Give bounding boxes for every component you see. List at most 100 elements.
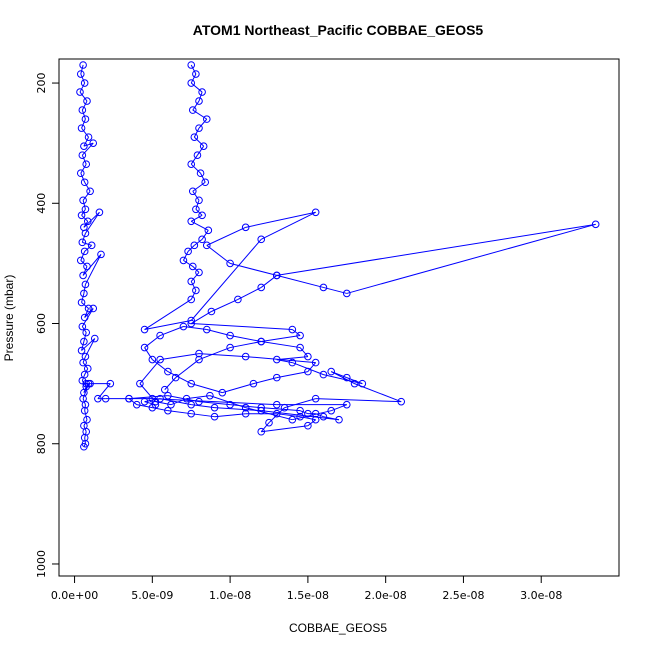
data-point <box>77 298 86 307</box>
y-tick-label: 600 <box>35 313 48 334</box>
data-point <box>77 124 86 132</box>
data-point <box>199 142 208 150</box>
data-point <box>87 241 96 250</box>
series-line-segment <box>237 286 262 300</box>
data-point <box>80 442 88 451</box>
data-point <box>241 409 250 418</box>
series-line-segment <box>85 212 100 234</box>
data-point <box>77 346 86 355</box>
data-point <box>125 394 133 403</box>
data-point <box>272 373 281 382</box>
data-point <box>188 262 197 271</box>
data-point <box>187 79 196 87</box>
data-point <box>86 379 94 388</box>
chart-title: ATOM1 Northeast_Pacific COBBAE_GEOS5 <box>193 22 484 38</box>
series-line-segment <box>307 362 317 372</box>
data-point <box>397 397 406 406</box>
data-point <box>304 352 312 361</box>
y-tick-label: 1000 <box>35 550 48 578</box>
data-point <box>76 88 84 96</box>
data-point <box>179 256 188 265</box>
series-line-segment <box>245 356 316 364</box>
series-line-segment <box>82 241 92 246</box>
data-point <box>80 313 89 322</box>
series-line-segment <box>81 302 89 309</box>
data-point <box>187 277 196 286</box>
series-line-segment <box>84 244 92 252</box>
series-line-segment <box>182 251 189 261</box>
data-point <box>241 352 250 361</box>
series-line-segment <box>261 341 301 349</box>
data-point <box>79 271 87 280</box>
data-point <box>202 115 211 123</box>
data-point <box>184 247 192 256</box>
series-line-segment <box>183 259 194 267</box>
y-tick-label: 200 <box>35 73 48 94</box>
data-point <box>272 409 281 418</box>
data-point <box>187 217 196 226</box>
series-line-segment <box>84 254 102 285</box>
data-point <box>90 334 99 343</box>
data-point <box>78 322 87 331</box>
series-line-segment <box>160 353 200 361</box>
x-tick-label: 5.0e-09 <box>131 589 173 602</box>
data-point <box>95 208 104 217</box>
y-axis: 200 400 600 800 1000 <box>35 73 59 578</box>
series-line-segment <box>245 407 293 421</box>
data-point <box>86 187 94 196</box>
series-line-segment <box>82 254 102 276</box>
data-point <box>195 196 203 205</box>
series-line-segment <box>261 425 308 433</box>
series-line-segment <box>81 118 86 129</box>
data-point <box>198 88 206 96</box>
data-point <box>296 406 304 415</box>
data-point <box>83 262 91 271</box>
series-line-segment <box>276 274 324 288</box>
data-point <box>83 364 92 373</box>
series-line-segment <box>128 398 138 406</box>
series-line-segment <box>197 145 205 156</box>
series-line-segment <box>190 214 203 222</box>
series-layer <box>76 61 600 451</box>
data-point <box>148 394 157 403</box>
data-point <box>288 325 297 334</box>
data-point <box>80 433 89 442</box>
series-line-segment <box>206 226 246 246</box>
data-point <box>187 319 196 328</box>
series-line-segment <box>299 410 309 415</box>
data-point <box>207 307 216 316</box>
data-point <box>182 394 191 403</box>
series-line-segment <box>190 73 197 84</box>
series-line-segment <box>230 341 262 349</box>
series-line-segment <box>323 286 347 294</box>
data-point <box>148 355 157 364</box>
series-line-segment <box>346 223 596 294</box>
data-point <box>81 280 90 289</box>
series-line-segment <box>245 211 316 228</box>
series-line-segment <box>260 422 270 433</box>
series-line-segment <box>190 281 197 291</box>
data-point <box>196 169 205 178</box>
data-point <box>164 367 172 376</box>
data-point <box>188 106 197 114</box>
series-line-segment <box>198 401 231 406</box>
series-3 <box>140 61 600 394</box>
data-point <box>97 250 105 259</box>
data-point <box>226 331 234 340</box>
series-line-segment <box>229 262 277 276</box>
series-line-segment <box>198 91 203 102</box>
series-line-segment <box>83 284 86 294</box>
data-point <box>132 400 141 409</box>
data-point <box>80 289 88 298</box>
data-point <box>83 217 92 226</box>
series-line-segment <box>80 64 84 75</box>
data-point <box>76 169 85 178</box>
data-point <box>591 220 600 229</box>
data-point <box>202 241 211 250</box>
data-point <box>136 379 144 388</box>
series-line-segment <box>164 377 177 390</box>
data-point <box>164 406 172 415</box>
x-tick-label: 2.5e-08 <box>442 589 484 602</box>
data-point <box>280 403 289 412</box>
plot-frame <box>58 58 620 577</box>
